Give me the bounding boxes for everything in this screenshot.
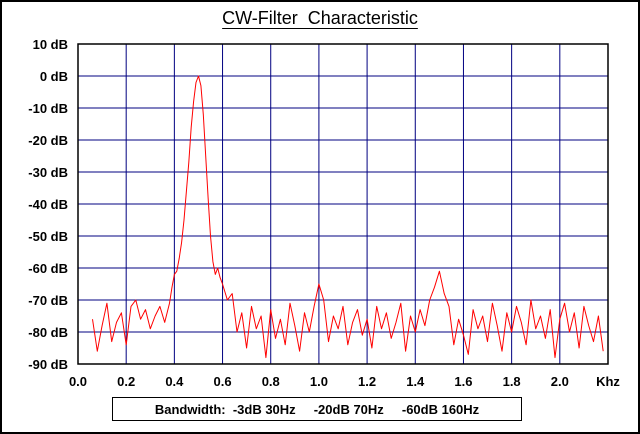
- x-unit-label: Khz: [596, 374, 620, 389]
- y-tick-label: 0 dB: [40, 69, 68, 84]
- x-tick-label: 1.2: [358, 374, 376, 389]
- x-tick-label: 2.0: [551, 374, 569, 389]
- x-tick-labels: 0.0 0.2 0.4 0.6 0.8 1.0 1.2 1.4 1.6 1.8 2.0 Khz: [69, 374, 620, 389]
- y-tick-label: -10 dB: [28, 101, 68, 116]
- bandwidth-legend-text: Bandwidth: -3dB 30Hz -20dB 70Hz -60dB 16…: [154, 401, 480, 417]
- x-tick-label: 1.4: [406, 374, 425, 389]
- bandwidth-legend: Bandwidth: -3dB 30Hz -20dB 70Hz -60dB 16…: [112, 397, 522, 421]
- response-line-0: [92, 75, 604, 359]
- x-tick-label: 0.2: [117, 374, 135, 389]
- y-tick-label: -70 dB: [28, 293, 68, 308]
- y-tick-label: -30 dB: [28, 165, 68, 180]
- y-tick-label: -20 dB: [28, 133, 68, 148]
- y-tick-label: -90 dB: [28, 357, 68, 372]
- x-tick-label: 1.8: [503, 374, 521, 389]
- x-tick-label: 0.0: [69, 374, 87, 389]
- y-tick-label: -40 dB: [28, 197, 68, 212]
- y-tick-label: -60 dB: [28, 261, 68, 276]
- y-tick-label: -80 dB: [28, 325, 68, 340]
- y-tick-labels: 10 dB 0 dB -10 dB -20 dB -30 dB -40 dB -50 dB -…: [28, 37, 68, 372]
- chart-title-text: CW-Filter Characteristic: [222, 8, 418, 28]
- x-tick-label: 0.8: [262, 374, 280, 389]
- x-tick-label: 1.6: [454, 374, 472, 389]
- plot-border: [77, 43, 609, 365]
- series-group: [92, 75, 604, 359]
- y-tick-label: 10 dB: [33, 37, 68, 52]
- x-tick-label: 0.6: [214, 374, 232, 389]
- x-tick-label: 1.0: [310, 374, 328, 389]
- y-tick-label: -50 dB: [28, 229, 68, 244]
- chart-title: CW-Filter Characteristic: [0, 8, 640, 29]
- x-tick-label: 0.4: [165, 374, 184, 389]
- chart-grid: [77, 43, 609, 365]
